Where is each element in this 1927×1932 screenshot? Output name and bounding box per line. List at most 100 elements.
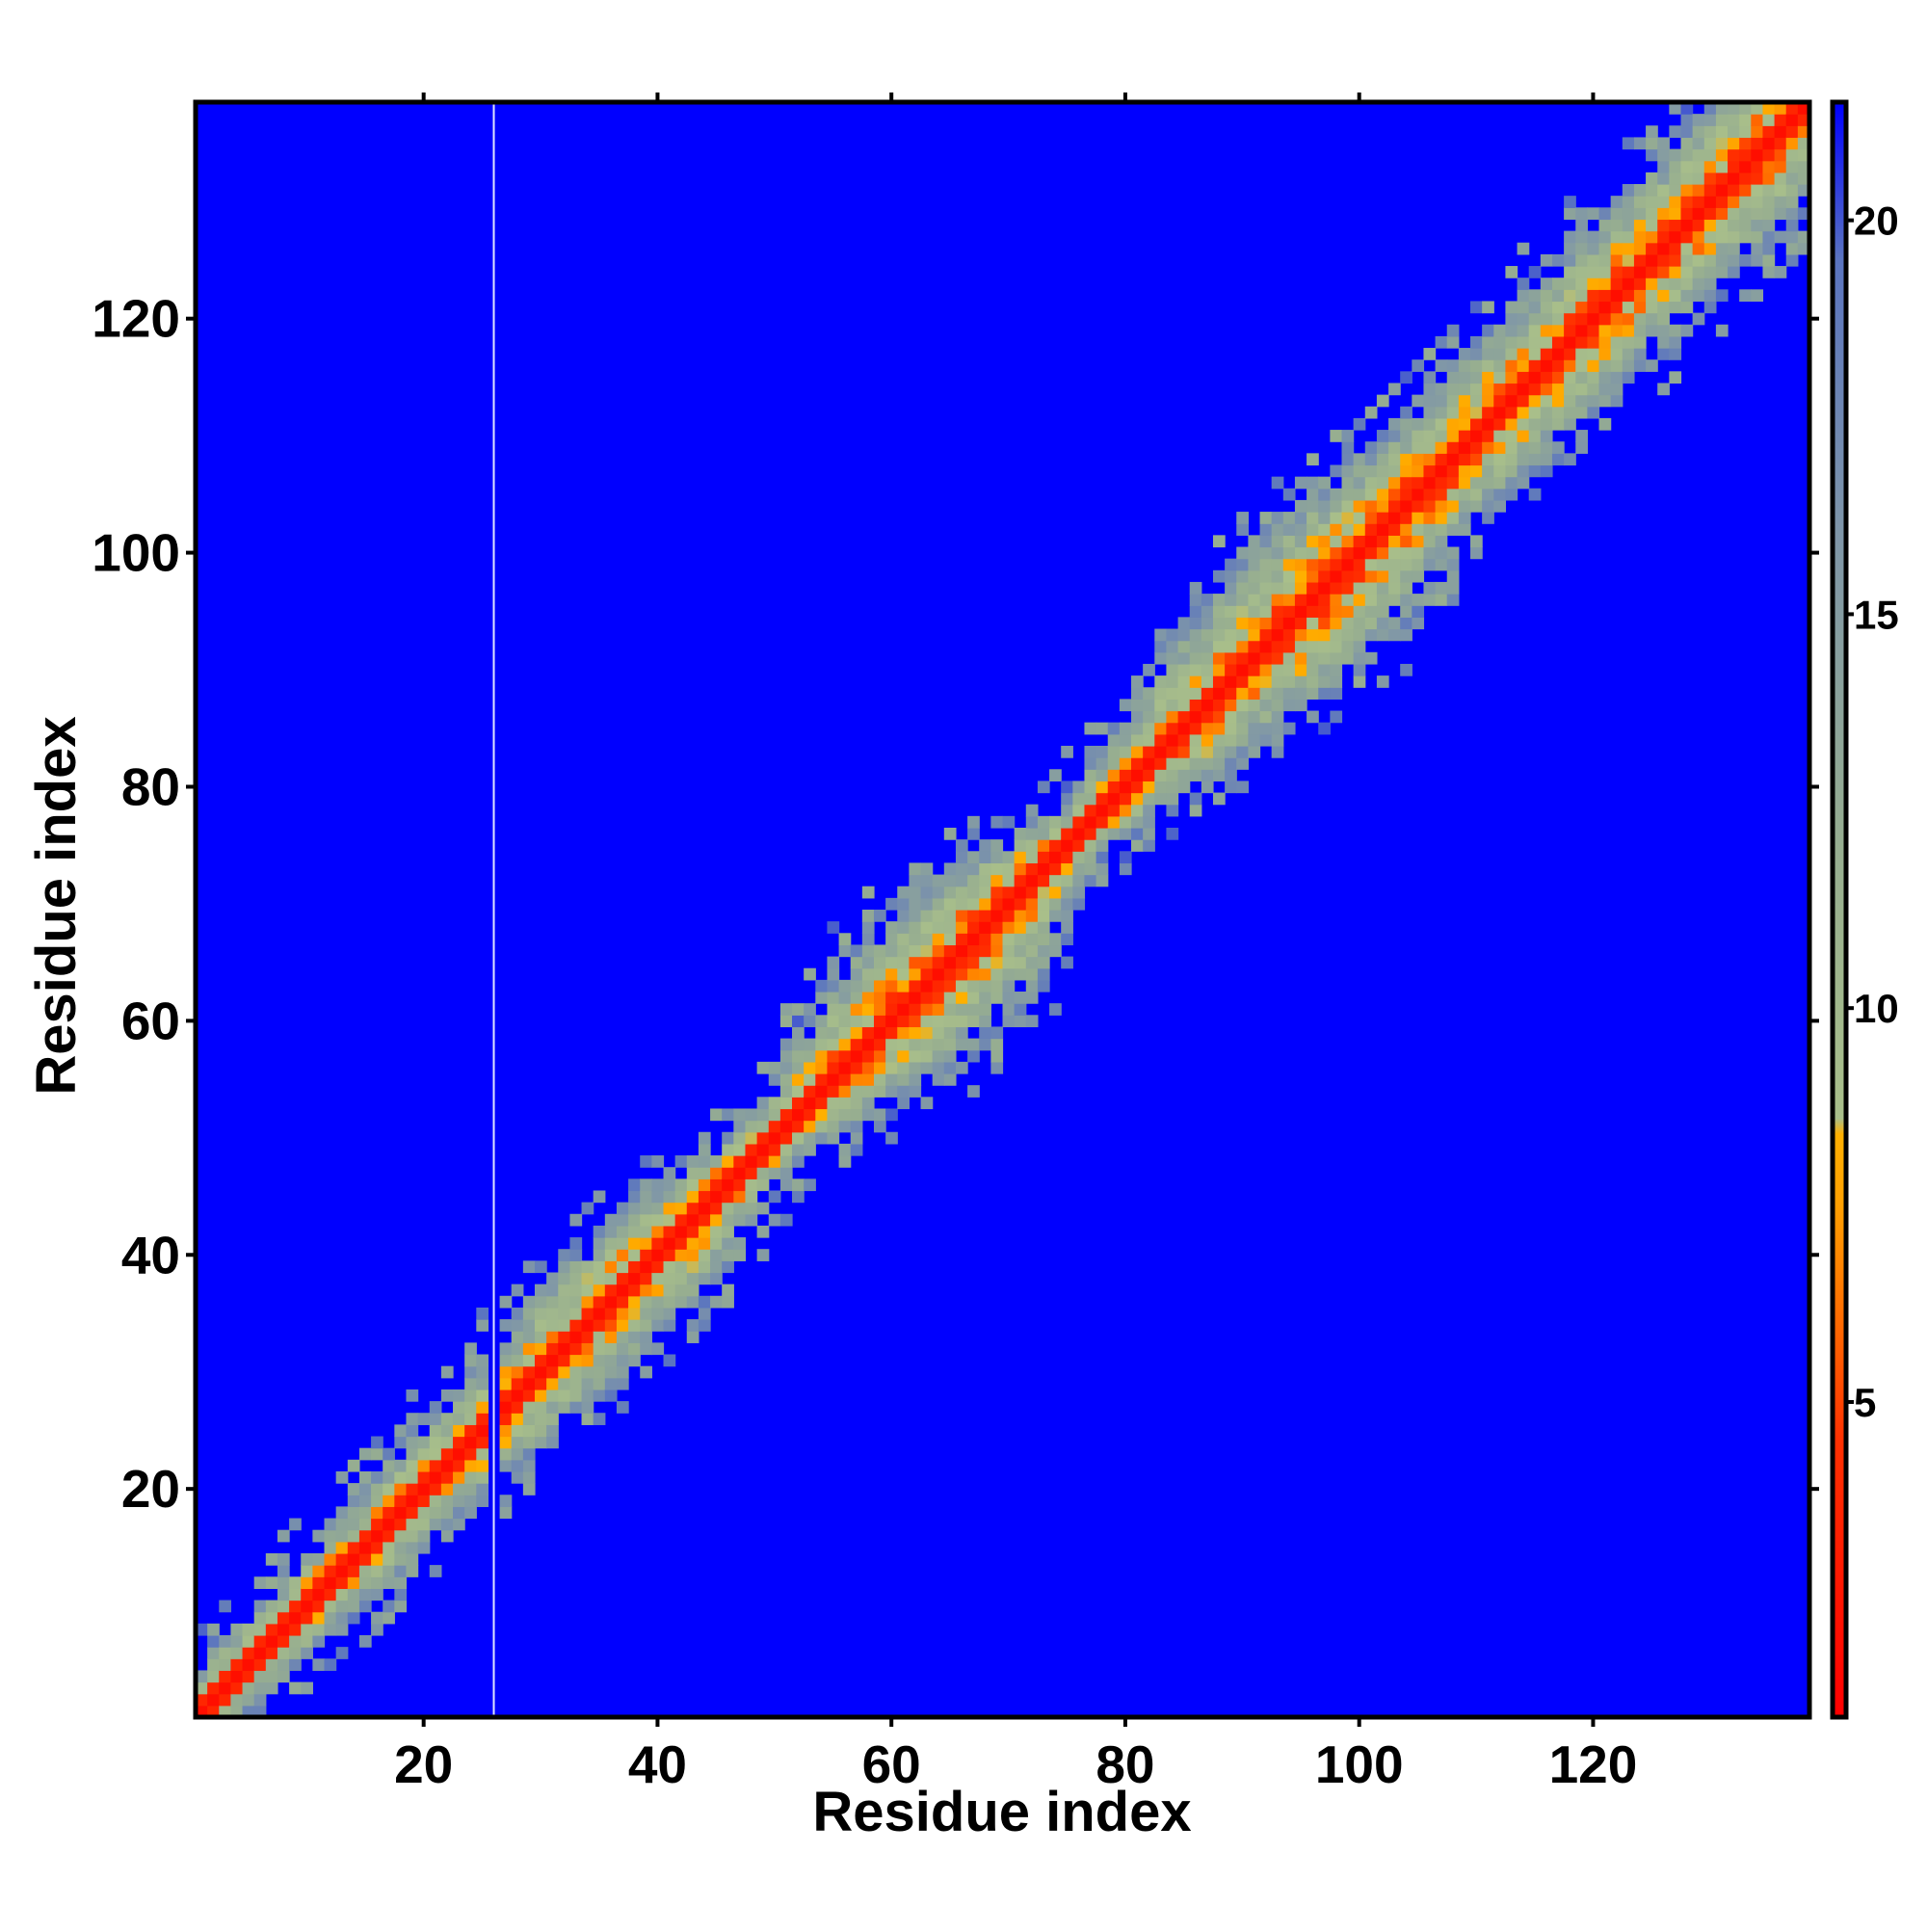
heatmap-cell bbox=[1751, 137, 1764, 150]
heatmap-cell bbox=[1095, 862, 1109, 876]
heatmap-cell bbox=[1728, 172, 1740, 185]
heatmap-cell bbox=[1271, 617, 1284, 630]
heatmap-cell bbox=[1646, 230, 1658, 244]
heatmap-cell bbox=[1587, 230, 1600, 244]
heatmap-cell bbox=[640, 1213, 652, 1227]
heatmap-cell bbox=[324, 1529, 337, 1543]
heatmap-cell bbox=[1084, 827, 1097, 840]
heatmap-cell bbox=[1107, 804, 1121, 817]
heatmap-cell bbox=[1095, 757, 1109, 770]
heatmap-cell bbox=[1177, 745, 1191, 758]
heatmap-cell bbox=[722, 1260, 734, 1274]
heatmap-cell bbox=[1143, 769, 1155, 781]
heatmap-cell bbox=[1423, 499, 1437, 513]
heatmap-cell bbox=[1423, 581, 1437, 595]
heatmap-cell bbox=[1061, 862, 1073, 876]
heatmap-cell bbox=[1049, 815, 1062, 829]
heatmap-cell bbox=[1751, 219, 1764, 232]
heatmap-cell bbox=[335, 1611, 349, 1625]
heatmap-cell bbox=[1341, 499, 1355, 513]
heatmap-cell bbox=[511, 1447, 524, 1461]
heatmap-cell bbox=[196, 1681, 208, 1695]
heatmap-cell bbox=[453, 1470, 465, 1484]
heatmap-cell bbox=[1493, 394, 1507, 408]
heatmap-cell bbox=[1025, 815, 1039, 829]
heatmap-cell bbox=[1014, 956, 1027, 969]
heatmap-cell bbox=[616, 1202, 629, 1215]
heatmap-cell bbox=[207, 1658, 220, 1672]
heatmap-cell bbox=[1002, 851, 1016, 864]
heatmap-cell bbox=[1657, 160, 1670, 173]
heatmap-cell bbox=[522, 1436, 536, 1449]
heatmap-cell bbox=[967, 1049, 980, 1063]
heatmap-cell bbox=[1446, 488, 1460, 501]
heatmap-cell bbox=[745, 1131, 758, 1145]
heatmap-cell bbox=[1435, 441, 1448, 454]
heatmap-cell bbox=[464, 1424, 477, 1438]
heatmap-cell bbox=[581, 1401, 594, 1414]
heatmap-cell bbox=[873, 1073, 886, 1086]
heatmap-cell bbox=[1482, 324, 1494, 337]
heatmap-cell bbox=[698, 1213, 711, 1227]
heatmap-cell bbox=[1025, 933, 1039, 946]
heatmap-cell bbox=[604, 1389, 618, 1402]
heatmap-cell bbox=[1271, 594, 1284, 606]
heatmap-cell bbox=[850, 979, 863, 992]
heatmap-cell bbox=[1517, 464, 1530, 478]
heatmap-cell bbox=[1762, 230, 1776, 244]
heatmap-cell bbox=[1622, 196, 1635, 208]
heatmap-cell bbox=[1692, 172, 1705, 185]
heatmap-cell bbox=[277, 1634, 290, 1648]
heatmap-cell bbox=[1236, 558, 1249, 571]
heatmap-cell bbox=[850, 1085, 863, 1098]
heatmap-cell bbox=[827, 967, 840, 981]
heatmap-cell bbox=[1551, 253, 1565, 267]
heatmap-cell bbox=[1680, 148, 1694, 162]
heatmap-cell bbox=[990, 862, 1004, 876]
heatmap-cell bbox=[909, 967, 922, 981]
heatmap-cell bbox=[1657, 219, 1670, 232]
heatmap-cell bbox=[1517, 324, 1530, 337]
heatmap-cell bbox=[733, 1167, 747, 1179]
heatmap-cell bbox=[979, 910, 991, 922]
heatmap-cell bbox=[1575, 383, 1588, 396]
heatmap-cell bbox=[1482, 488, 1494, 501]
heatmap-cell bbox=[885, 967, 898, 981]
heatmap-cell bbox=[242, 1647, 255, 1659]
heatmap-cell bbox=[1435, 512, 1448, 524]
heatmap-cell bbox=[1212, 651, 1226, 665]
heatmap-cell bbox=[1435, 476, 1448, 490]
heatmap-cell bbox=[1633, 253, 1647, 267]
heatmap-cell bbox=[1353, 499, 1366, 513]
heatmap-cell bbox=[722, 1108, 734, 1122]
heatmap-cell bbox=[476, 1377, 489, 1390]
heatmap-cell bbox=[651, 1190, 665, 1204]
heatmap-cell bbox=[335, 1470, 349, 1484]
heatmap-cell bbox=[850, 1108, 863, 1122]
heatmap-cell bbox=[289, 1658, 302, 1672]
heatmap-cell bbox=[1517, 453, 1530, 466]
heatmap-cell bbox=[1119, 757, 1132, 770]
heatmap-cell bbox=[1564, 348, 1576, 360]
heatmap-cell bbox=[779, 1108, 793, 1122]
heatmap-cell bbox=[920, 1026, 934, 1040]
heatmap-cell bbox=[1435, 558, 1448, 571]
heatmap-cell bbox=[967, 874, 980, 887]
heatmap-cell bbox=[546, 1389, 559, 1402]
heatmap-cell bbox=[1025, 992, 1039, 1004]
heatmap-cell bbox=[1072, 839, 1086, 852]
heatmap-cell bbox=[1728, 160, 1740, 173]
heatmap-cell bbox=[1166, 733, 1179, 747]
heatmap-cell bbox=[1575, 394, 1588, 408]
heatmap-cell bbox=[1610, 394, 1623, 408]
heatmap-cell bbox=[1692, 219, 1705, 232]
heatmap-cell bbox=[1271, 581, 1284, 595]
heatmap-cell bbox=[1095, 781, 1109, 794]
heatmap-cell bbox=[1025, 944, 1039, 958]
heatmap-cell bbox=[1201, 769, 1214, 781]
heatmap-cell bbox=[967, 956, 980, 969]
heatmap-cell bbox=[1657, 184, 1670, 197]
heatmap-cell bbox=[546, 1354, 559, 1367]
heatmap-cell bbox=[1154, 687, 1168, 700]
heatmap-cell bbox=[546, 1377, 559, 1390]
